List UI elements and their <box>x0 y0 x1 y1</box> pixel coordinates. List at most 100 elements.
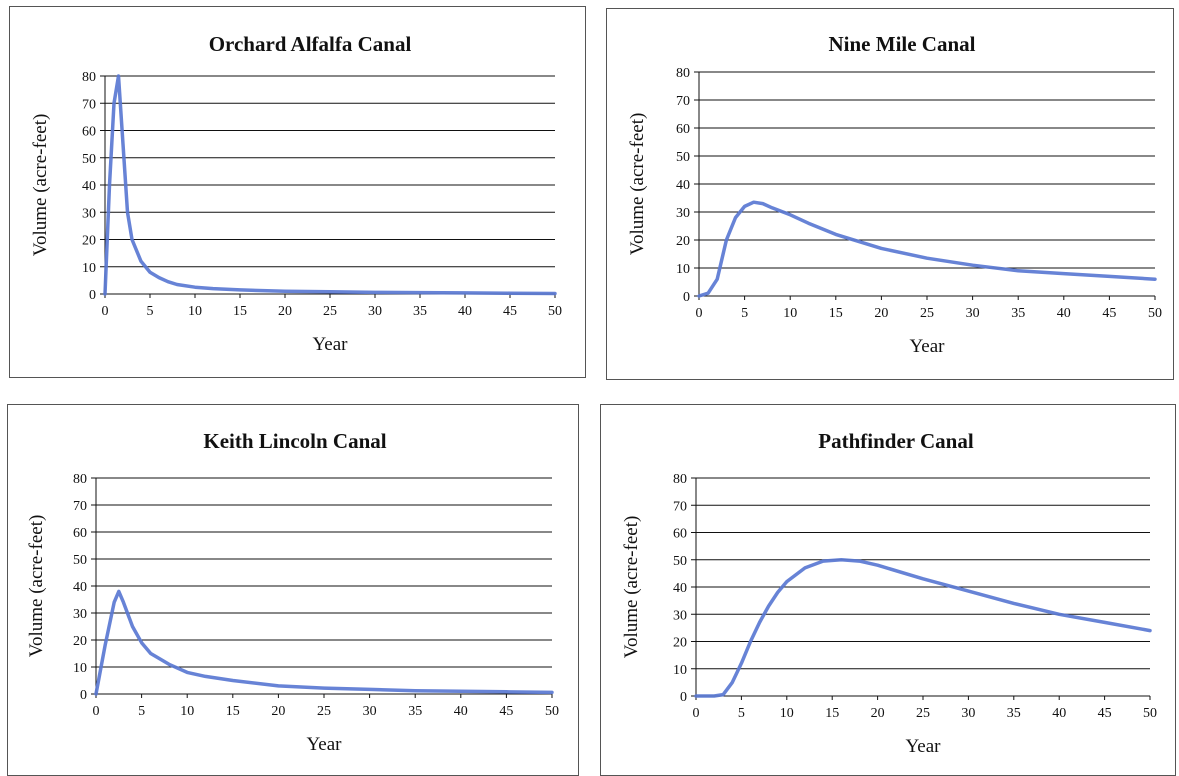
series-line <box>697 200 1157 298</box>
y-tick-label: 80 <box>673 472 687 487</box>
y-tick-label: 30 <box>673 608 687 623</box>
y-tick-label: 80 <box>676 66 690 81</box>
y-tick-label: 30 <box>73 607 87 622</box>
x-tick-label: 10 <box>780 706 794 721</box>
x-tick-label: 45 <box>503 304 517 319</box>
x-tick-label: 40 <box>1057 306 1071 321</box>
x-tick-label: 40 <box>1052 706 1066 721</box>
x-tick-label: 45 <box>1098 706 1112 721</box>
chart-svg: Orchard Alfalfa Canal 0 10 20 30 40 50 60 70 80 0 5… <box>30 32 562 355</box>
chart-panel-keith-lincoln: Keith Lincoln Canal 0 10 20 30 40 50 60 70 80 0 5 10… <box>7 404 579 776</box>
chart-panel-nine-mile: Nine Mile Canal 0 10 20 30 40 50 60 70 80 0 5 10 15 20… <box>606 8 1174 380</box>
x-tick-label: 5 <box>738 706 745 721</box>
chart-panel-pathfinder: Pathfinder Canal 0 10 20 30 40 50 60 70 80 0 5 10 15 2… <box>600 404 1176 776</box>
x-tick-label: 25 <box>323 304 337 319</box>
x-tick-label: 30 <box>961 706 975 721</box>
y-tick-label: 80 <box>73 472 87 487</box>
y-tick-label: 50 <box>676 150 690 165</box>
y-tick-label: 0 <box>680 690 687 705</box>
x-tick-label: 45 <box>1102 306 1116 321</box>
x-tick-label: 30 <box>363 704 377 719</box>
x-tick-label: 10 <box>188 304 202 319</box>
x-tick-label: 30 <box>966 306 980 321</box>
y-tick-label: 70 <box>73 499 87 514</box>
x-tick-label: 35 <box>413 304 427 319</box>
y-tick-label: 10 <box>676 262 690 277</box>
y-tick-label: 40 <box>676 178 690 193</box>
y-tick-label: 60 <box>676 122 690 137</box>
x-tick-label: 0 <box>693 706 700 721</box>
x-tick-label: 45 <box>499 704 513 719</box>
y-tick-label: 20 <box>73 634 87 649</box>
x-tick-label: 5 <box>138 704 145 719</box>
y-tick-label: 20 <box>676 234 690 249</box>
y-tick-label: 20 <box>673 636 687 651</box>
y-tick-label: 40 <box>673 581 687 596</box>
x-tick-label: 35 <box>1011 306 1025 321</box>
x-axis-label: Year <box>312 334 348 355</box>
x-tick-label: 20 <box>874 306 888 321</box>
y-tick-label: 30 <box>676 206 690 221</box>
x-tick-label: 50 <box>1148 306 1162 321</box>
series-line <box>94 589 554 696</box>
y-tick-label: 20 <box>82 234 96 249</box>
y-axis-label: Volume (acre-feet) <box>30 114 51 257</box>
chart-svg: Nine Mile Canal 0 10 20 30 40 50 60 70 80 0 5 10 15 20… <box>627 32 1162 357</box>
x-tick-label: 40 <box>454 704 468 719</box>
y-tick-label: 70 <box>82 97 96 112</box>
y-tick-label: 60 <box>82 125 96 140</box>
y-axis-label: Volume (acre-feet) <box>627 113 648 256</box>
x-tick-label: 10 <box>180 704 194 719</box>
series-line <box>694 558 1152 698</box>
y-tick-label: 10 <box>82 261 96 276</box>
x-tick-label: 15 <box>226 704 240 719</box>
x-tick-label: 25 <box>920 306 934 321</box>
y-tick-label: 50 <box>73 553 87 568</box>
y-tick-label: 50 <box>673 554 687 569</box>
x-tick-label: 10 <box>783 306 797 321</box>
x-tick-label: 20 <box>278 304 292 319</box>
y-tick-label: 70 <box>673 499 687 514</box>
y-axis-label: Volume (acre-feet) <box>621 516 642 659</box>
x-tick-label: 0 <box>102 304 109 319</box>
y-tick-label: 0 <box>89 288 96 303</box>
x-tick-label: 35 <box>408 704 422 719</box>
y-tick-label: 60 <box>673 527 687 542</box>
y-tick-label: 30 <box>82 206 96 221</box>
y-tick-label: 80 <box>82 70 96 85</box>
x-tick-label: 40 <box>458 304 472 319</box>
x-axis-label: Year <box>905 736 941 757</box>
x-tick-label: 30 <box>368 304 382 319</box>
x-axis-label: Year <box>306 734 342 755</box>
y-tick-label: 70 <box>676 94 690 109</box>
chart-title: Keith Lincoln Canal <box>203 429 386 453</box>
x-tick-label: 25 <box>317 704 331 719</box>
chart-title: Orchard Alfalfa Canal <box>209 32 412 56</box>
y-tick-label: 10 <box>73 661 87 676</box>
x-tick-label: 0 <box>93 704 100 719</box>
y-tick-label: 0 <box>683 290 690 305</box>
x-tick-label: 15 <box>829 306 843 321</box>
y-tick-label: 40 <box>73 580 87 595</box>
chart-svg: Keith Lincoln Canal 0 10 20 30 40 50 60 70 80 0 5 10… <box>26 429 559 755</box>
chart-title: Pathfinder Canal <box>818 429 974 453</box>
x-tick-label: 50 <box>1143 706 1157 721</box>
x-tick-label: 35 <box>1007 706 1021 721</box>
chart-svg: Pathfinder Canal 0 10 20 30 40 50 60 70 80 0 5 10 15 2… <box>621 429 1157 757</box>
x-tick-label: 50 <box>545 704 559 719</box>
chart-panel-orchard-alfalfa: Orchard Alfalfa Canal 0 10 20 30 40 50 60 70 80 0 5… <box>9 6 586 378</box>
y-axis-label: Volume (acre-feet) <box>26 515 47 658</box>
x-tick-label: 15 <box>825 706 839 721</box>
x-tick-label: 50 <box>548 304 562 319</box>
y-tick-label: 50 <box>82 152 96 167</box>
y-tick-label: 0 <box>80 688 87 703</box>
x-tick-label: 5 <box>147 304 154 319</box>
x-axis-label: Year <box>909 336 945 357</box>
x-tick-label: 0 <box>696 306 703 321</box>
chart-title: Nine Mile Canal <box>829 32 976 56</box>
y-tick-label: 10 <box>673 663 687 678</box>
x-tick-label: 20 <box>871 706 885 721</box>
x-tick-label: 15 <box>233 304 247 319</box>
x-tick-label: 5 <box>741 306 748 321</box>
x-tick-label: 25 <box>916 706 930 721</box>
